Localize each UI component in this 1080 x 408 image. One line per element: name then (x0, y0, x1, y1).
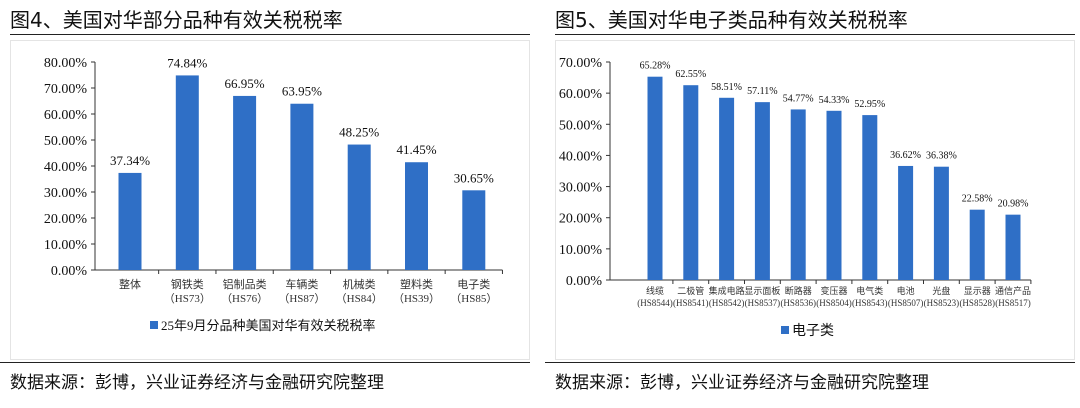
chart-title: 图4、美国对华部分品种有效关税税率 (10, 8, 343, 32)
bar (898, 165, 914, 280)
y-tick-label: 60.00% (559, 87, 603, 102)
y-tick-label: 10.00% (44, 238, 88, 253)
x-tick-label: 机械类（HS84） (336, 277, 383, 305)
data-label: 65.28% (640, 61, 671, 72)
x-tick-label: 通信产品(HS8517) (995, 285, 1031, 308)
source-note: 数据来源：彭博，兴业证券经济与金融研究院整理 (10, 373, 384, 393)
y-tick-label: 30.00% (559, 181, 603, 196)
y-tick-label: 20.00% (559, 212, 603, 227)
bar (233, 95, 257, 271)
data-label: 58.51% (711, 82, 742, 93)
y-tick-label: 0.00% (51, 264, 88, 279)
data-label: 63.95% (282, 84, 322, 99)
data-label: 54.77% (783, 93, 814, 104)
bar (862, 115, 878, 280)
bar (118, 172, 142, 270)
bar (1005, 214, 1021, 280)
x-tick-label: 铝制品类（HS76） (221, 277, 268, 305)
data-label: 57.11% (747, 86, 777, 97)
y-tick-label: 10.00% (559, 243, 603, 258)
data-label: 48.25% (339, 125, 379, 140)
bar (462, 190, 486, 270)
legend-swatch (150, 321, 158, 329)
bar (683, 85, 699, 280)
bar (647, 76, 663, 280)
x-tick-label: 线缆(HS8544) (637, 285, 673, 308)
data-label: 37.34% (110, 153, 150, 168)
data-label: 52.95% (854, 99, 885, 110)
data-label: 41.45% (396, 142, 436, 157)
x-tick-label: 整体 (119, 277, 141, 291)
legend-label: 电子类 (792, 323, 834, 339)
x-tick-label: 二极管(HS8541) (673, 285, 709, 308)
data-label: 54.33% (819, 95, 850, 106)
bar (933, 166, 949, 280)
bar (347, 144, 371, 270)
x-tick-label: 车辆类（HS87） (278, 277, 325, 305)
x-tick-label: 集成电路(HS8542) (709, 285, 745, 308)
data-label: 66.95% (225, 76, 265, 91)
bar (969, 209, 985, 280)
legend-label: 25年9月分品种美国对华有效关税税率 (161, 318, 376, 333)
title-divider (10, 34, 530, 35)
bar-chart-fig4: 0.00% 10.00% 20.00% 30.00% 40.00% 50.00% 60.00… (44, 55, 503, 333)
x-tick-label: 电子类（HS85） (450, 277, 497, 305)
y-tick-label: 20.00% (44, 212, 88, 227)
bar (826, 110, 842, 280)
x-tick-label: 显示器(HS8528) (959, 286, 995, 308)
x-tick-label: 光盘(HS8523) (924, 285, 960, 308)
x-tick-label: 电池(HS8507) (888, 285, 924, 308)
data-label: 36.62% (890, 150, 921, 161)
y-tick-label: 30.00% (44, 186, 88, 201)
data-label: 74.84% (167, 55, 207, 70)
bar (754, 102, 770, 280)
source-note: 数据来源：彭博，兴业证券经济与金融研究院整理 (555, 373, 929, 393)
chart-frame (555, 40, 1075, 360)
y-tick-label: 0.00% (566, 274, 603, 289)
bar (790, 109, 806, 280)
y-tick-label: 40.00% (559, 149, 603, 164)
source-divider (0, 362, 530, 363)
data-label: 36.38% (926, 151, 957, 162)
chart-panel-fig5: 图5、美国对华电子类品种有效关税税率 0.00% 10.00% 20.00% 30.0… (545, 0, 1075, 408)
bar (175, 75, 199, 270)
x-tick-label: 断路器(HS8536) (780, 285, 816, 308)
chart-panel-fig4: 图4、美国对华部分品种有效关税税率 0.00% 10.00% 20.00% 30.00… (0, 0, 530, 408)
bar-chart-fig5: 0.00% 10.00% 20.00% 30.00% 40.00% 50.00% 60.00… (559, 56, 1032, 339)
x-tick-label: 塑料类（HS39） (393, 277, 440, 305)
x-tick-label: 变压器(HS8504) (816, 285, 852, 308)
data-label: 20.98% (998, 199, 1029, 210)
y-tick-label: 80.00% (44, 56, 88, 71)
x-tick-label: 电气类(HS8543) (852, 285, 888, 308)
source-divider (545, 362, 1075, 363)
title-divider (555, 34, 1075, 35)
chart-frame (10, 40, 530, 360)
y-tick-label: 60.00% (44, 108, 88, 123)
y-tick-label: 50.00% (44, 134, 88, 149)
x-tick-label: 显示面板(HS8537) (744, 285, 780, 308)
data-label: 62.55% (675, 69, 706, 80)
x-tick-label: 钢铁类（HS73） (164, 277, 211, 305)
y-tick-label: 50.00% (559, 118, 603, 133)
bar (290, 103, 314, 270)
y-tick-label: 70.00% (559, 56, 603, 71)
y-tick-label: 40.00% (44, 160, 88, 175)
data-label: 30.65% (454, 170, 494, 185)
bar (719, 97, 735, 280)
chart-title: 图5、美国对华电子类品种有效关税税率 (555, 8, 908, 32)
data-label: 22.58% (962, 194, 993, 205)
bar (405, 162, 428, 270)
y-tick-label: 70.00% (44, 82, 88, 97)
legend-swatch (781, 326, 789, 334)
